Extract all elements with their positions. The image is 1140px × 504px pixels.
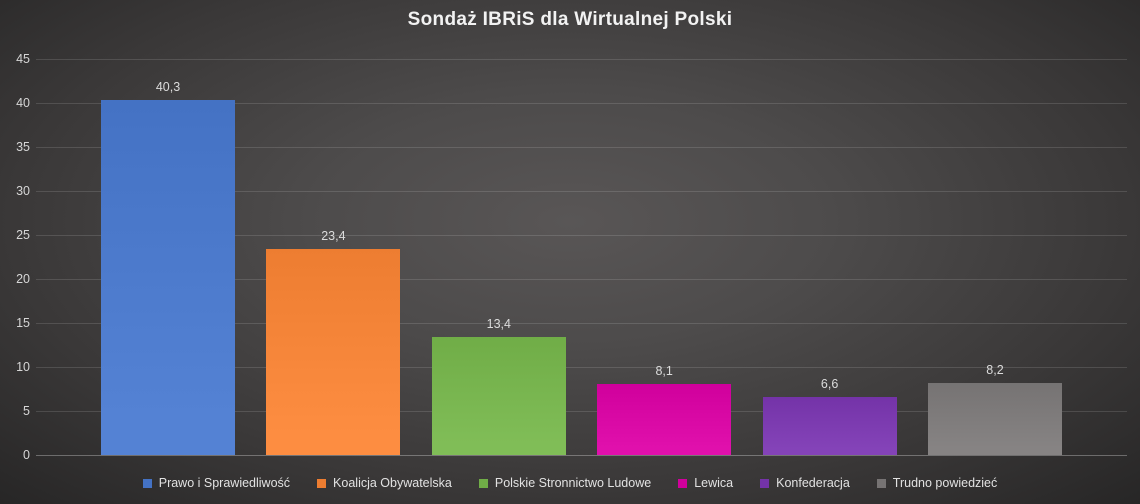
legend-swatch-4	[678, 478, 688, 488]
y-axis-label-0: 0	[23, 448, 30, 462]
y-axis-label-5: 5	[23, 404, 30, 418]
bar-value-1: 40,3	[155, 80, 181, 95]
y-axis-label-25: 25	[16, 228, 30, 242]
gridline-40	[36, 102, 1127, 104]
gridline-25	[36, 234, 1127, 236]
y-axis-label-45: 45	[16, 52, 30, 66]
y-axis-label-10: 10	[16, 360, 30, 374]
legend-label-1: Prawo i Sprawiedliwość	[158, 476, 291, 490]
legend-item-6: Trudno powiedzieć	[876, 476, 998, 490]
y-axis-label-40: 40	[16, 96, 30, 110]
legend-item-4: Lewica	[678, 476, 733, 490]
bar-2	[266, 249, 401, 455]
y-axis-label-20: 20	[16, 272, 30, 286]
legend-label-3: Polskie Stronnictwo Ludowe	[494, 476, 652, 490]
y-axis-label-15: 15	[16, 316, 30, 330]
bar-3	[431, 337, 566, 455]
legend-swatch-3	[478, 478, 488, 488]
legend-item-5: Konfederacja	[760, 476, 850, 490]
legend-swatch-1	[142, 478, 152, 488]
legend-swatch-2	[317, 478, 327, 488]
legend-item-1: Prawo i Sprawiedliwość	[142, 476, 291, 490]
legend-swatch-6	[876, 478, 886, 488]
bar-value-6: 8,2	[986, 362, 1004, 377]
bar-value-3: 13,4	[486, 317, 511, 332]
legend-label-5: Konfederacja	[776, 476, 850, 490]
gridline-30	[36, 190, 1127, 192]
legend-label-4: Lewica	[694, 476, 734, 490]
bar-4	[597, 383, 732, 455]
chart-title: Sondaż IBRiS dla Wirtualnej Polski	[407, 9, 733, 30]
legend: Prawo i Sprawiedliwość Koalicja Obywatels…	[0, 474, 1140, 492]
y-axis-label-30: 30	[16, 184, 30, 198]
bar-1	[101, 100, 235, 455]
gridline-15	[36, 322, 1127, 324]
bar-6	[928, 382, 1062, 455]
gridline-0	[36, 454, 1127, 456]
gridline-45	[36, 58, 1127, 60]
bar-value-5: 6,6	[820, 376, 839, 391]
legend-item-2: Koalicja Obywatelska	[317, 476, 452, 490]
gridline-10	[36, 366, 1127, 368]
bar-value-4: 8,1	[655, 363, 673, 378]
bar-value-2: 23,4	[321, 229, 346, 244]
gridline-35	[36, 146, 1127, 148]
gridline-20	[36, 278, 1127, 280]
legend-swatch-5	[760, 478, 770, 488]
legend-item-3: Polskie Stronnictwo Ludowe	[478, 476, 652, 490]
bar-5	[762, 396, 897, 455]
y-axis-label-35: 35	[16, 140, 30, 154]
gridline-5	[36, 410, 1127, 412]
legend-label-6: Trudno powiedzieć	[892, 476, 998, 490]
legend-label-2: Koalicja Obywatelska	[333, 476, 452, 490]
